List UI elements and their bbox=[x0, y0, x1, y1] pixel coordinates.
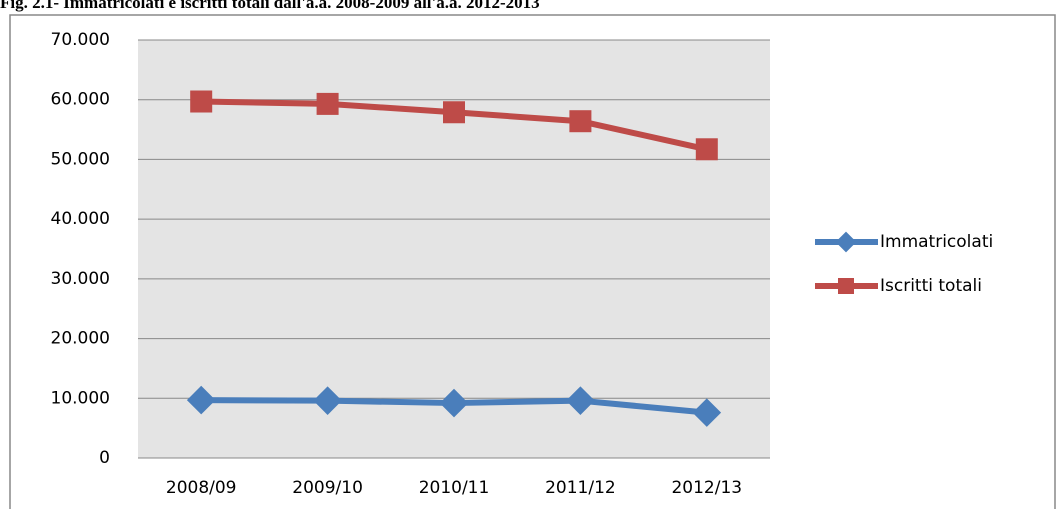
legend-label: Iscritti totali bbox=[880, 276, 982, 296]
y-tick-label: 20.000 bbox=[51, 329, 110, 349]
marker bbox=[186, 385, 216, 415]
y-tick-label: 30.000 bbox=[51, 269, 110, 289]
x-tick-label: 2011/12 bbox=[545, 478, 616, 498]
y-tick-label: 50.000 bbox=[51, 149, 110, 169]
y-tick-label: 0 bbox=[99, 448, 110, 468]
y-tick-label: 40.000 bbox=[51, 209, 110, 229]
marker bbox=[313, 386, 342, 415]
marker bbox=[316, 92, 339, 115]
marker bbox=[569, 110, 592, 133]
legend-label: Immatricolati bbox=[880, 232, 993, 252]
legend-marker bbox=[835, 231, 857, 253]
chart-title: Fig. 2.1- Immatricolati e iscritti total… bbox=[0, 0, 540, 12]
marker bbox=[695, 138, 718, 161]
x-tick-label: 2010/11 bbox=[419, 478, 490, 498]
y-tick-label: 10.000 bbox=[51, 388, 110, 408]
x-tick-label: 2009/10 bbox=[292, 478, 363, 498]
x-tick-label: 2008/09 bbox=[166, 478, 237, 498]
y-tick-label: 70.000 bbox=[51, 30, 110, 50]
marker bbox=[566, 386, 595, 415]
marker bbox=[439, 388, 469, 418]
marker bbox=[443, 101, 465, 124]
legend-marker bbox=[838, 278, 854, 294]
x-tick-label: 2012/13 bbox=[671, 478, 742, 498]
marker bbox=[692, 398, 722, 427]
marker bbox=[190, 90, 213, 113]
y-tick-label: 60.000 bbox=[51, 90, 110, 110]
